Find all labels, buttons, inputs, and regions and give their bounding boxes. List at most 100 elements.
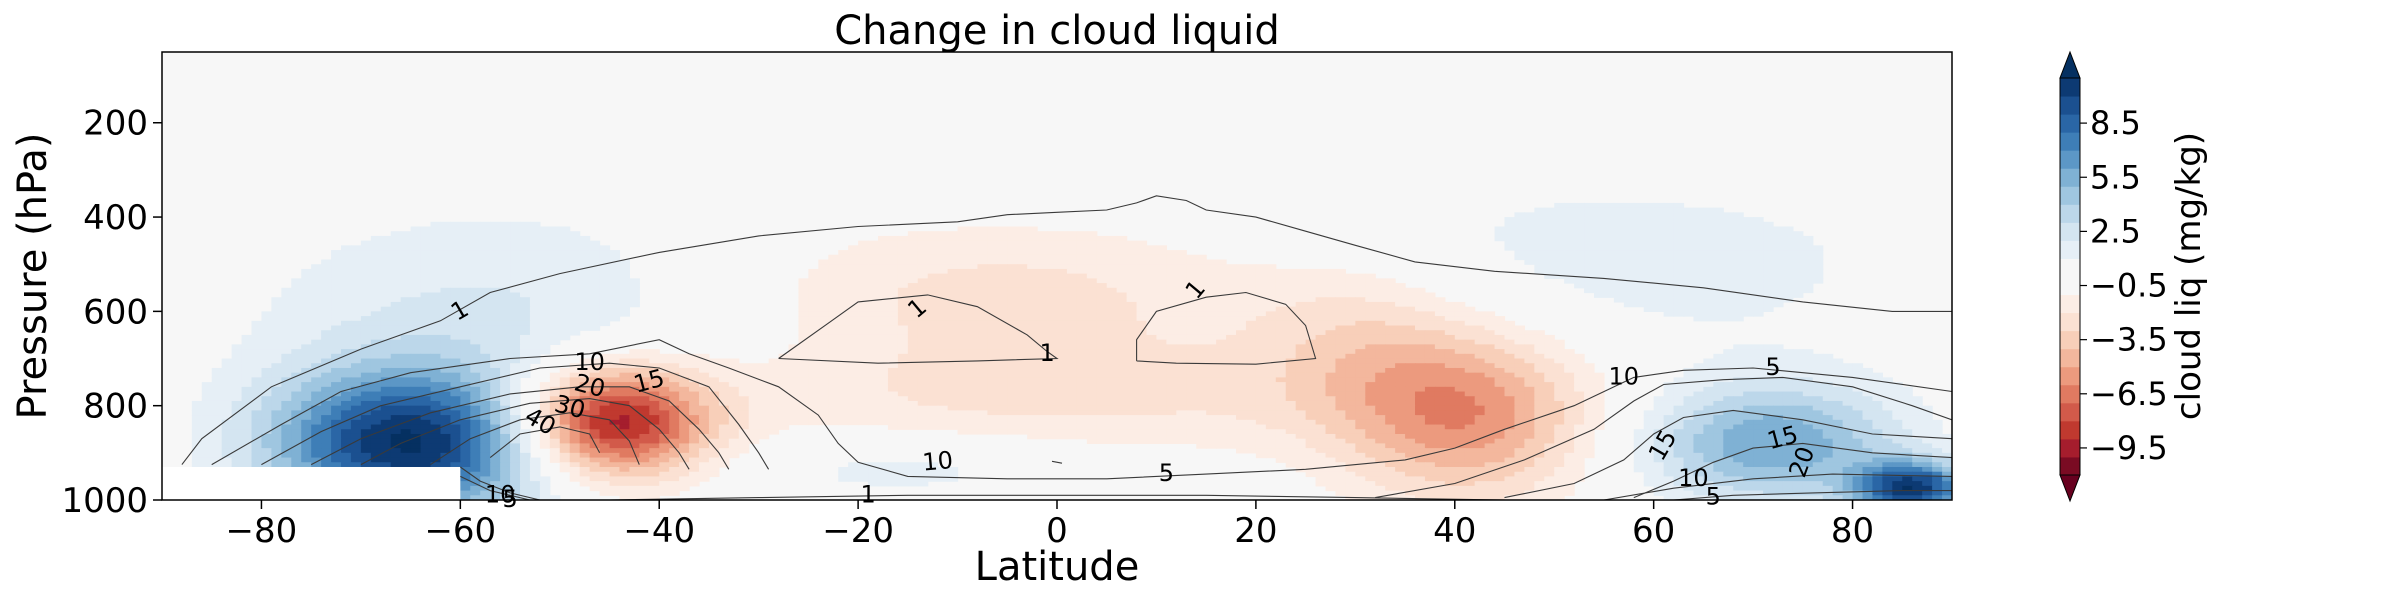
field-cell <box>1076 386 1088 393</box>
field-cell <box>1325 410 1337 416</box>
field-cell <box>1245 367 1257 374</box>
field-cell <box>420 344 432 350</box>
field-cell <box>1584 259 1595 265</box>
field-cell <box>699 391 710 397</box>
field-cell <box>1086 377 1098 383</box>
field-cell <box>390 240 402 246</box>
field-cell <box>579 311 591 317</box>
field-cell <box>1683 377 1695 383</box>
field-cell <box>1773 245 1784 251</box>
field-cell <box>1713 396 1724 402</box>
field-cell <box>1136 372 1148 378</box>
field-cell <box>1355 358 1366 364</box>
field-cell <box>1902 400 1913 407</box>
field-cell <box>1255 297 1267 303</box>
field-cell <box>619 278 630 284</box>
field-cell <box>679 391 690 397</box>
field-cell <box>520 226 531 232</box>
field-cell <box>1325 363 1337 369</box>
field-cell <box>1047 297 1058 303</box>
field-cell <box>321 320 332 327</box>
field-cell <box>699 363 710 369</box>
field-cell <box>1106 254 1118 261</box>
field-cell <box>947 250 959 256</box>
field-cell <box>1554 353 1565 360</box>
field-cell <box>878 250 889 256</box>
field-cell <box>1116 268 1128 275</box>
field-cell <box>1673 245 1685 251</box>
field-cell <box>559 250 571 256</box>
field-cell <box>1613 202 1625 209</box>
field-cell <box>1534 367 1545 374</box>
field-cell <box>1385 391 1396 397</box>
field-cell <box>1076 367 1088 374</box>
field-cell <box>1733 297 1744 303</box>
field-cell <box>897 400 909 407</box>
field-cell <box>341 377 352 383</box>
field-cell <box>1116 349 1128 355</box>
field-cell <box>1534 405 1545 411</box>
field-cell <box>261 316 272 322</box>
field-cell <box>927 273 939 279</box>
field-cell <box>977 264 988 270</box>
field-cell <box>1295 363 1307 369</box>
field-cell <box>1027 306 1038 312</box>
field-cell <box>539 297 551 303</box>
field-cell <box>1106 287 1118 294</box>
field-cell <box>987 377 998 383</box>
field-cell <box>1106 334 1118 341</box>
field-cell <box>520 259 531 265</box>
field-cell <box>390 349 402 355</box>
field-cell <box>1723 396 1734 402</box>
field-cell <box>679 405 690 411</box>
field-cell <box>1693 235 1704 242</box>
field-cell <box>211 377 223 383</box>
field-cell <box>1047 311 1058 317</box>
field-cell <box>1057 254 1068 261</box>
field-cell <box>370 391 382 397</box>
field-cell <box>191 405 203 411</box>
field-cell <box>1305 278 1317 284</box>
field-cell <box>887 396 899 402</box>
field-cell <box>1295 396 1307 402</box>
field-cell <box>947 363 959 369</box>
field-cell <box>1146 320 1158 327</box>
field-cell <box>370 245 382 251</box>
field-cell <box>977 259 988 265</box>
field-cell <box>311 306 322 312</box>
field-cell <box>1663 235 1675 242</box>
field-cell <box>1255 405 1267 411</box>
field-cell <box>1514 226 1525 232</box>
field-cell <box>1544 250 1555 256</box>
field-cell <box>480 339 491 345</box>
field-cell <box>1385 386 1396 393</box>
field-cell <box>1315 344 1327 350</box>
field-cell <box>460 325 471 331</box>
field-cell <box>897 349 909 355</box>
field-cell <box>1474 330 1486 336</box>
field-cell <box>967 245 979 251</box>
field-cell <box>1126 363 1138 369</box>
field-cell <box>1255 372 1267 378</box>
field-cell <box>1385 334 1396 341</box>
field-cell <box>828 297 839 303</box>
field-cell <box>410 292 422 298</box>
field-cell <box>1782 283 1794 289</box>
field-cell <box>738 400 750 407</box>
field-cell <box>1106 268 1118 275</box>
field-cell <box>1176 386 1187 393</box>
field-cell <box>569 386 581 393</box>
field-cell <box>1206 297 1217 303</box>
field-cell <box>400 268 412 275</box>
field-cell <box>1076 278 1088 284</box>
field-cell <box>311 344 322 350</box>
field-cell <box>1782 367 1794 374</box>
field-cell <box>559 268 571 275</box>
field-cell <box>1057 245 1068 251</box>
field-cell <box>828 311 839 317</box>
field-cell <box>1812 400 1824 407</box>
field-cell <box>1047 325 1058 331</box>
field-cell <box>400 292 412 298</box>
field-cell <box>1693 250 1704 256</box>
field-cell <box>321 325 332 331</box>
